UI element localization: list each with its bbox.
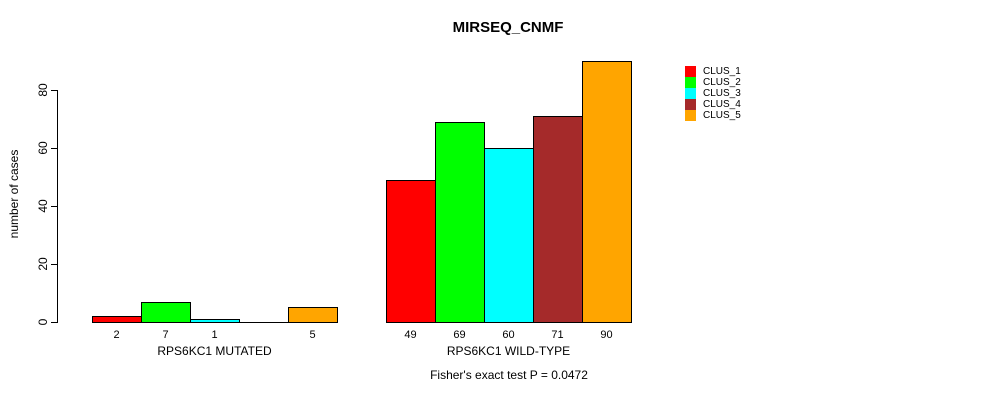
bar-clus_5 xyxy=(582,61,632,323)
bar-value-label: 7 xyxy=(162,329,169,341)
bar-value-label: 90 xyxy=(600,329,613,341)
legend-swatch-clus_4 xyxy=(685,99,696,110)
y-axis-tick xyxy=(51,264,57,265)
legend-swatch-clus_2 xyxy=(685,77,696,88)
bar-clus_1 xyxy=(386,180,436,323)
y-axis-tick xyxy=(51,90,57,91)
bar-clus_1 xyxy=(92,316,142,323)
bar-value-label: 69 xyxy=(453,329,466,341)
legend-label: CLUS_4 xyxy=(703,99,741,110)
x-axis-group-label: RPS6KC1 MUTATED xyxy=(157,344,272,358)
fishers-test-caption: Fisher's exact test P = 0.0472 xyxy=(430,368,588,382)
bar-value-label: 60 xyxy=(502,329,515,341)
bar-clus_5 xyxy=(288,307,338,323)
x-axis-group-label: RPS6KC1 WILD-TYPE xyxy=(446,344,571,358)
legend-label: CLUS_3 xyxy=(703,88,741,99)
legend-label: CLUS_1 xyxy=(703,66,741,77)
chart-title: MIRSEQ_CNMF xyxy=(452,19,564,36)
bar-value-label: 1 xyxy=(211,329,218,341)
bar-value-label: 71 xyxy=(551,329,564,341)
bar-value-label: 2 xyxy=(113,329,120,341)
legend-label: CLUS_2 xyxy=(703,77,741,88)
y-axis-tick xyxy=(51,148,57,149)
bar-clus_2 xyxy=(435,122,485,323)
bar-clus_4 xyxy=(533,116,583,323)
legend-swatch-clus_5 xyxy=(685,110,696,121)
bar-clus_3 xyxy=(484,148,534,323)
y-axis-tick-label: 0 xyxy=(36,318,50,326)
bar-value-label: 49 xyxy=(404,329,417,341)
bar-clus_2 xyxy=(141,302,191,323)
y-axis-tick xyxy=(51,322,57,323)
bar-clus_3 xyxy=(190,319,240,323)
y-axis-tick-label: 60 xyxy=(36,141,50,155)
bar-value-label: 5 xyxy=(309,329,316,341)
y-axis-tick-label: 20 xyxy=(36,257,50,271)
y-axis-tick xyxy=(51,206,57,207)
y-axis-title: number of cases xyxy=(7,149,21,239)
legend-swatch-clus_3 xyxy=(685,88,696,99)
y-axis-tick-label: 40 xyxy=(36,199,50,213)
legend-label: CLUS_5 xyxy=(703,110,741,121)
y-axis-line xyxy=(57,90,58,323)
legend-swatch-clus_1 xyxy=(685,66,696,77)
y-axis-tick-label: 80 xyxy=(36,83,50,97)
